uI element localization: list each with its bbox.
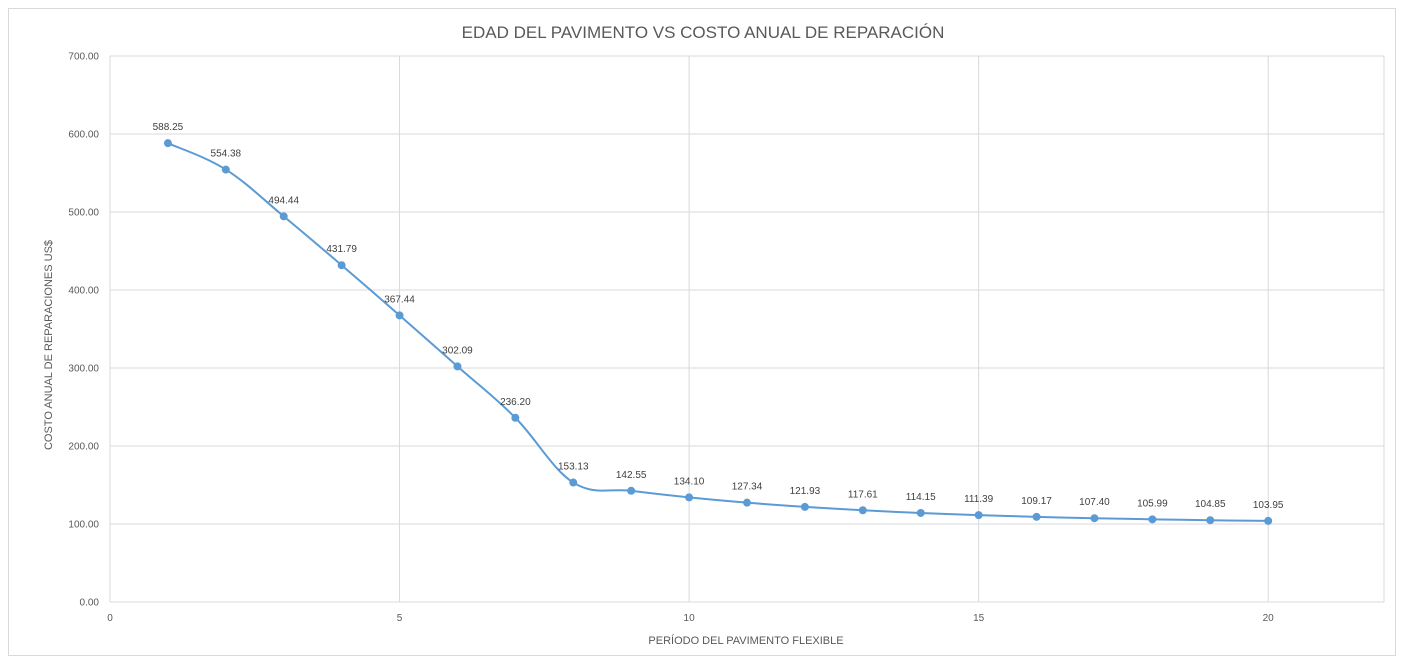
data-label: 104.85: [1195, 499, 1226, 510]
data-point: [1206, 516, 1215, 525]
data-point: [1032, 512, 1041, 521]
x-tick-label: 20: [1263, 613, 1275, 624]
x-axis-ticks: 0 5 10 15 20: [107, 613, 1274, 624]
data-label: 121.93: [790, 486, 821, 497]
y-tick-label: 600.00: [68, 130, 99, 141]
data-point: [627, 486, 636, 495]
data-label: 103.95: [1253, 500, 1284, 511]
data-label: 494.44: [268, 195, 299, 206]
chart-title: EDAD DEL PAVIMENTO VS COSTO ANUAL DE REP…: [462, 23, 945, 42]
y-axis-ticks: 0.00 100.00 200.00 300.00 400.00 500.00 600.00…: [68, 52, 99, 609]
data-point: [511, 413, 520, 422]
data-point: [279, 212, 288, 221]
data-label: 588.25: [153, 122, 184, 133]
y-tick-label: 200.00: [68, 442, 99, 453]
data-label: 142.55: [616, 470, 647, 481]
grid-layer: [109, 55, 1385, 603]
data-labels: 588.25 554.38 494.44 431.79 367.44 302.09 236.…: [153, 122, 1284, 511]
data-label: 109.17: [1021, 496, 1052, 507]
x-axis-title: PERÍODO DEL PAVIMENTO FLEXIBLE: [648, 634, 843, 647]
data-point: [800, 502, 809, 511]
x-tick-label: 10: [684, 613, 696, 624]
data-point: [858, 506, 867, 515]
x-tick-label: 15: [973, 613, 985, 624]
data-label: 431.79: [326, 244, 357, 255]
data-point: [163, 139, 172, 148]
data-point: [1264, 516, 1273, 525]
data-point: [1148, 515, 1157, 524]
data-point: [337, 261, 346, 270]
data-point: [974, 511, 983, 520]
y-tick-label: 400.00: [68, 286, 99, 297]
data-point: [743, 498, 751, 507]
data-points: [163, 139, 1273, 525]
y-tick-label: 0.00: [80, 598, 100, 609]
series-line: [167, 142, 1269, 522]
data-label: 111.39: [964, 494, 994, 505]
data-label: 127.34: [732, 482, 763, 493]
y-axis-title: COSTO ANUAL DE REPARACIONES US$: [43, 240, 55, 450]
data-point: [569, 478, 578, 487]
data-point: [453, 362, 462, 371]
chart-frame: [8, 8, 1396, 656]
data-point: [1090, 514, 1099, 523]
y-tick-label: 300.00: [68, 364, 99, 375]
data-point: [916, 508, 925, 517]
data-label: 367.44: [384, 294, 415, 305]
x-tick-label: 0: [107, 613, 113, 624]
data-label: 105.99: [1137, 498, 1168, 509]
data-label: 554.38: [211, 149, 242, 160]
data-point: [221, 165, 230, 174]
y-tick-label: 700.00: [68, 52, 99, 63]
data-label: 134.10: [674, 476, 705, 487]
data-label: 153.13: [558, 462, 589, 473]
data-label: 107.40: [1079, 497, 1110, 508]
data-point: [685, 493, 694, 502]
data-point: [395, 311, 404, 320]
y-tick-label: 100.00: [68, 520, 99, 531]
data-label: 302.09: [442, 345, 473, 356]
y-tick-label: 500.00: [68, 208, 99, 219]
x-tick-label: 5: [397, 613, 403, 624]
data-label: 236.20: [500, 397, 531, 408]
data-label: 117.61: [848, 489, 878, 500]
data-label: 114.15: [906, 492, 936, 503]
